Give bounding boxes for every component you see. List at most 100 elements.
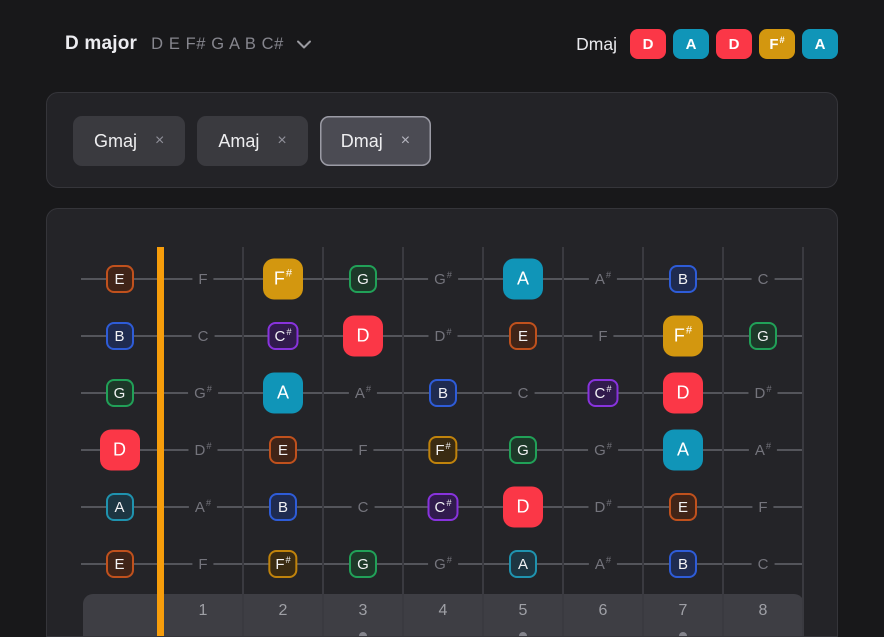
key-selector[interactable]: D major D E F# G A B C# bbox=[65, 33, 312, 55]
note-g-string3-fret0[interactable]: G bbox=[105, 379, 134, 407]
note-g#-string3-fret1[interactable]: G # bbox=[188, 383, 218, 403]
note-a#-string4-fret8[interactable]: A # bbox=[748, 440, 778, 460]
note-c#-string5-fret4[interactable]: C # bbox=[427, 493, 459, 521]
chord-chip-amaj[interactable]: Amaj × bbox=[197, 116, 308, 166]
sharp-glyph: # bbox=[779, 34, 785, 45]
fret-line-6 bbox=[642, 247, 644, 636]
chord-chip-label: Amaj bbox=[218, 130, 260, 151]
note-g-string2-fret8[interactable]: G bbox=[749, 322, 777, 350]
note-e-string5-fret7[interactable]: E bbox=[669, 493, 697, 521]
note-a#-string5-fret1[interactable]: A # bbox=[188, 497, 218, 517]
fret-number-6: 6 bbox=[598, 602, 608, 619]
fret-number-2: 2 bbox=[278, 602, 288, 619]
chord-note-badge-d: D bbox=[716, 29, 752, 59]
note-c-string6-fret8[interactable]: C bbox=[751, 554, 775, 574]
sharp-glyph: # bbox=[685, 324, 693, 337]
note-f-string2-fret6[interactable]: F bbox=[592, 326, 614, 346]
note-g#-string4-fret6[interactable]: G # bbox=[588, 440, 618, 460]
note-b-string5-fret2[interactable]: B bbox=[269, 493, 297, 521]
close-icon[interactable]: × bbox=[155, 132, 165, 149]
current-chord-label: Dmaj bbox=[576, 33, 617, 54]
fret-number-8: 8 bbox=[758, 602, 768, 619]
note-f#-string6-fret2[interactable]: F # bbox=[268, 550, 298, 578]
note-e-string6-fret0[interactable]: E bbox=[105, 550, 134, 578]
note-d#-string3-fret8[interactable]: D # bbox=[748, 383, 778, 403]
note-f-string4-fret3[interactable]: F bbox=[352, 440, 374, 460]
note-d-string5-fret5[interactable]: D bbox=[503, 486, 543, 528]
note-f#-string4-fret4[interactable]: F # bbox=[428, 436, 458, 464]
note-f#-string2-fret7[interactable]: F # bbox=[663, 315, 703, 357]
fret-number-5: 5 bbox=[518, 602, 528, 619]
note-g#-string6-fret4[interactable]: G # bbox=[428, 554, 458, 574]
note-g-string6-fret3[interactable]: G bbox=[349, 550, 377, 578]
fret-number-1: 1 bbox=[198, 602, 208, 619]
note-b-string1-fret7[interactable]: B bbox=[669, 265, 697, 293]
note-e-string4-fret2[interactable]: E bbox=[269, 436, 297, 464]
chord-note-badge-a: A bbox=[802, 29, 838, 59]
note-g-string1-fret3[interactable]: G bbox=[349, 265, 377, 293]
note-g#-string1-fret4[interactable]: G # bbox=[428, 269, 458, 289]
note-b-string3-fret4[interactable]: B bbox=[429, 379, 457, 407]
note-f-string6-fret1[interactable]: F bbox=[192, 554, 214, 574]
note-a#-string6-fret6[interactable]: A # bbox=[588, 554, 618, 574]
note-d-string3-fret7[interactable]: D bbox=[663, 372, 703, 414]
note-f#-string1-fret2[interactable]: F # bbox=[263, 258, 303, 300]
note-a-string3-fret2[interactable]: A bbox=[263, 372, 303, 414]
sharp-glyph: # bbox=[286, 326, 292, 337]
note-a-string4-fret7[interactable]: A bbox=[663, 429, 703, 471]
sharp-glyph: # bbox=[605, 269, 612, 280]
chord-chip-label: Gmaj bbox=[94, 130, 138, 151]
note-c-string1-fret8[interactable]: C bbox=[751, 269, 775, 289]
note-a-string6-fret5[interactable]: A bbox=[509, 550, 537, 578]
chord-note-badge-f#: F # bbox=[759, 29, 795, 59]
note-a#-string3-fret3[interactable]: A # bbox=[348, 383, 378, 403]
chord-note-badge-a: A bbox=[673, 29, 709, 59]
fret-line-3 bbox=[402, 247, 404, 636]
note-d-string4-fret0[interactable]: D bbox=[99, 429, 140, 471]
current-chord-display: Dmaj D A D F # A bbox=[576, 29, 838, 59]
note-c#-string2-fret2[interactable]: C # bbox=[267, 322, 299, 350]
note-g-string4-fret5[interactable]: G bbox=[509, 436, 537, 464]
sharp-glyph: # bbox=[206, 383, 212, 394]
chord-chip-label: Dmaj bbox=[340, 130, 383, 151]
note-d#-string2-fret4[interactable]: D # bbox=[428, 326, 458, 346]
sharp-glyph: # bbox=[365, 383, 372, 394]
fret-line-8 bbox=[802, 247, 804, 636]
fret-line-5 bbox=[562, 247, 564, 636]
sharp-glyph: # bbox=[285, 554, 291, 565]
sharp-glyph: # bbox=[446, 497, 452, 508]
note-c-string3-fret5[interactable]: C bbox=[511, 383, 535, 403]
note-f-string1-fret1[interactable]: F bbox=[192, 269, 214, 289]
note-a-string5-fret0[interactable]: A bbox=[105, 493, 134, 521]
note-e-string2-fret5[interactable]: E bbox=[509, 322, 537, 350]
note-d#-string5-fret6[interactable]: D # bbox=[588, 497, 618, 517]
note-b-string2-fret0[interactable]: B bbox=[105, 322, 134, 350]
note-b-string6-fret7[interactable]: B bbox=[669, 550, 697, 578]
note-a#-string1-fret6[interactable]: A # bbox=[588, 269, 618, 289]
note-f-string5-fret8[interactable]: F bbox=[752, 497, 774, 517]
chord-chip-dmaj[interactable]: Dmaj × bbox=[319, 116, 432, 166]
sharp-glyph: # bbox=[446, 326, 452, 337]
nut-line bbox=[157, 247, 164, 636]
note-e-string1-fret0[interactable]: E bbox=[105, 265, 134, 293]
note-c#-string3-fret6[interactable]: C # bbox=[587, 379, 619, 407]
chord-note-badge-d: D bbox=[630, 29, 666, 59]
sharp-glyph: # bbox=[766, 383, 772, 394]
chevron-down-icon[interactable] bbox=[296, 40, 312, 49]
note-c-string5-fret3[interactable]: C bbox=[351, 497, 375, 517]
chord-chips-panel: Gmaj × Amaj × Dmaj × bbox=[46, 92, 838, 188]
fret-marker-dot-7 bbox=[679, 632, 687, 636]
chord-chip-gmaj[interactable]: Gmaj × bbox=[73, 116, 186, 166]
fret-line-7 bbox=[722, 247, 724, 636]
close-icon[interactable]: × bbox=[277, 132, 287, 149]
note-d#-string4-fret1[interactable]: D # bbox=[188, 440, 218, 460]
sharp-glyph: # bbox=[605, 554, 612, 565]
key-scale-notes: D E F# G A B C# bbox=[151, 34, 284, 53]
note-a-string1-fret5[interactable]: A bbox=[503, 258, 543, 300]
close-icon[interactable]: × bbox=[400, 132, 411, 149]
note-c-string2-fret1[interactable]: C bbox=[191, 326, 215, 346]
fret-marker-dot-5 bbox=[519, 632, 527, 636]
sharp-glyph: # bbox=[285, 267, 293, 280]
fret-line-2 bbox=[322, 247, 324, 636]
note-d-string2-fret3[interactable]: D bbox=[343, 315, 383, 357]
